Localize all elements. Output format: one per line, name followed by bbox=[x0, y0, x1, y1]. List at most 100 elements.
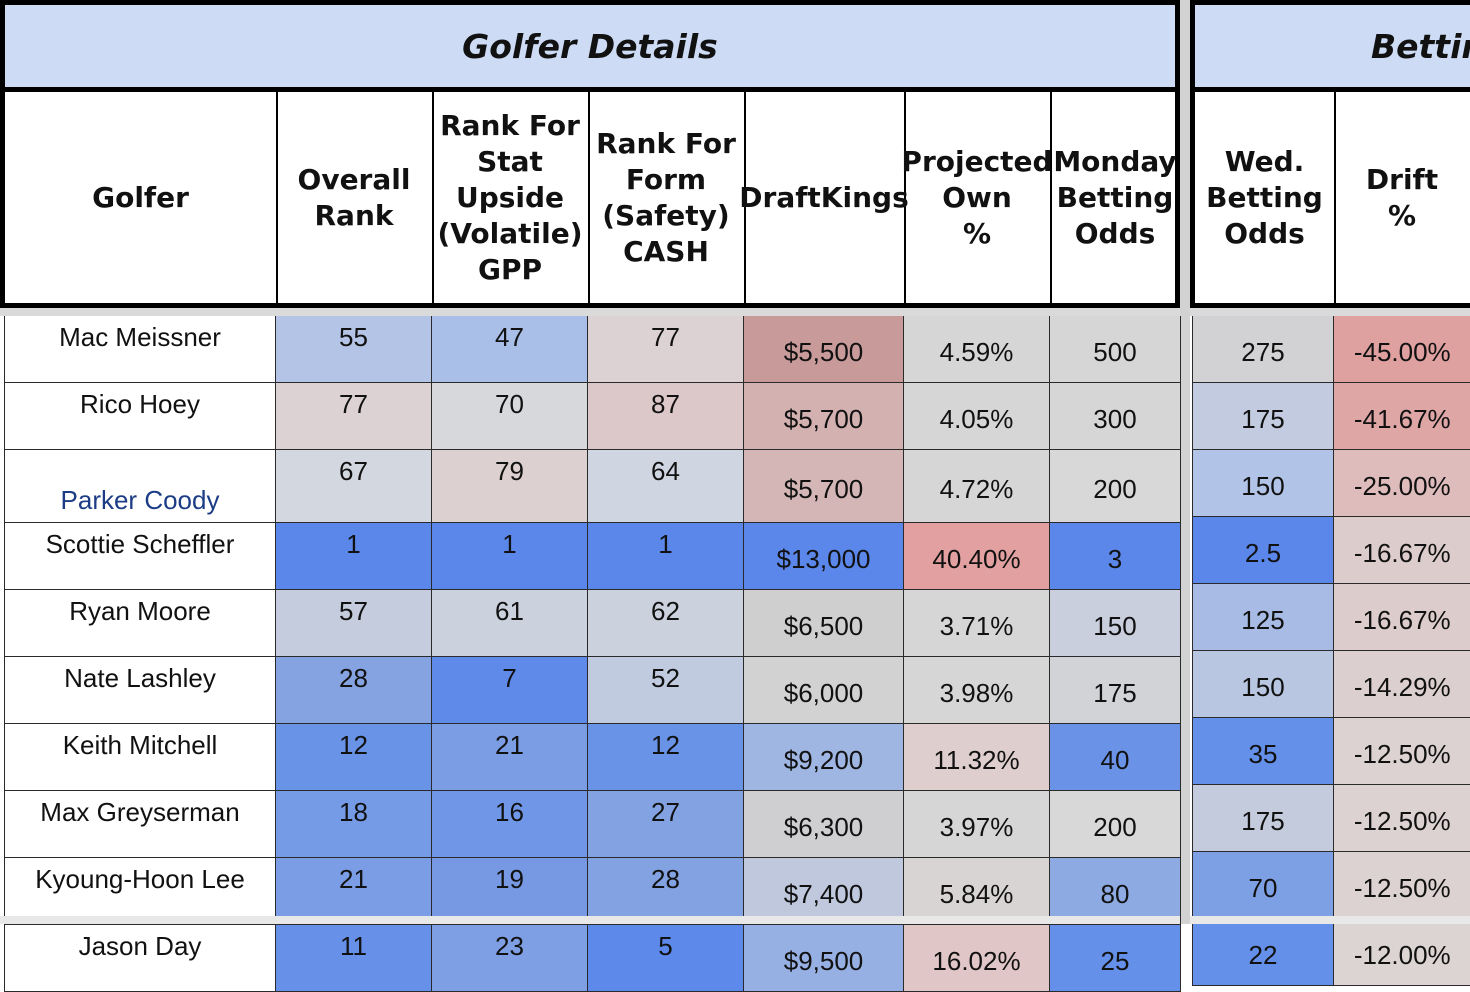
proj-own-cell[interactable]: 4.59% bbox=[904, 316, 1050, 383]
drift-cell[interactable]: -45.00% bbox=[1334, 316, 1470, 383]
golfer-name-cell[interactable]: Mac Meissner bbox=[5, 316, 276, 383]
draftkings-cell[interactable]: $6,000 bbox=[744, 657, 904, 724]
wed-odds-cell[interactable]: 150 bbox=[1193, 651, 1334, 718]
wed-odds-cell[interactable]: 35 bbox=[1193, 718, 1334, 785]
monday-odds-cell[interactable]: 80 bbox=[1050, 858, 1181, 925]
golfer-name-cell[interactable]: Parker Coody bbox=[5, 450, 276, 523]
golfer-name-cell[interactable]: Ryan Moore bbox=[5, 590, 276, 657]
column-header-drift[interactable]: Drift % bbox=[1334, 92, 1470, 303]
rank-stat-cell[interactable]: 16 bbox=[432, 791, 588, 858]
golfer-name-cell[interactable]: Rico Hoey bbox=[5, 383, 276, 450]
proj-own-cell[interactable]: 3.98% bbox=[904, 657, 1050, 724]
rank-stat-cell[interactable]: 47 bbox=[432, 316, 588, 383]
wed-odds-cell[interactable]: 275 bbox=[1193, 316, 1334, 383]
drift-cell[interactable]: -16.67% bbox=[1334, 584, 1470, 651]
draftkings-cell[interactable]: $9,500 bbox=[744, 925, 904, 992]
drift-cell[interactable]: -25.00% bbox=[1334, 450, 1470, 517]
drift-cell[interactable]: -12.50% bbox=[1334, 785, 1470, 852]
column-header-wed-odds[interactable]: Wed. Betting Odds bbox=[1195, 92, 1336, 303]
golfer-name-cell[interactable]: Kyoung-Hoon Lee bbox=[5, 858, 276, 925]
monday-odds-cell[interactable]: 175 bbox=[1050, 657, 1181, 724]
draftkings-cell[interactable]: $5,500 bbox=[744, 316, 904, 383]
drift-cell[interactable]: -12.00% bbox=[1334, 919, 1470, 986]
monday-odds-cell[interactable]: 200 bbox=[1050, 450, 1181, 523]
rank-form-cell[interactable]: 1 bbox=[588, 523, 744, 590]
draftkings-cell[interactable]: $13,000 bbox=[744, 523, 904, 590]
rank-form-cell[interactable]: 77 bbox=[588, 316, 744, 383]
overall-rank-cell[interactable]: 18 bbox=[276, 791, 432, 858]
rank-stat-cell[interactable]: 79 bbox=[432, 450, 588, 523]
rank-stat-cell[interactable]: 21 bbox=[432, 724, 588, 791]
golfer-name-cell[interactable]: Nate Lashley bbox=[5, 657, 276, 724]
golfer-name-cell[interactable]: Keith Mitchell bbox=[5, 724, 276, 791]
monday-odds-cell[interactable]: 25 bbox=[1050, 925, 1181, 992]
draftkings-cell[interactable]: $5,700 bbox=[744, 383, 904, 450]
proj-own-cell[interactable]: 5.84% bbox=[904, 858, 1050, 925]
proj-own-cell[interactable]: 16.02% bbox=[904, 925, 1050, 992]
draftkings-cell[interactable]: $6,300 bbox=[744, 791, 904, 858]
column-header-draftkings[interactable]: DraftKings bbox=[744, 92, 906, 303]
column-header-proj-own[interactable]: Projected Own % bbox=[904, 92, 1052, 303]
wed-odds-cell[interactable]: 175 bbox=[1193, 785, 1334, 852]
rank-form-cell[interactable]: 12 bbox=[588, 724, 744, 791]
drift-cell[interactable]: -41.67% bbox=[1334, 383, 1470, 450]
rank-stat-cell[interactable]: 23 bbox=[432, 925, 588, 992]
wed-odds-cell[interactable]: 22 bbox=[1193, 919, 1334, 986]
rank-form-cell[interactable]: 62 bbox=[588, 590, 744, 657]
drift-cell[interactable]: -16.67% bbox=[1334, 517, 1470, 584]
rank-form-cell[interactable]: 27 bbox=[588, 791, 744, 858]
overall-rank-cell[interactable]: 1 bbox=[276, 523, 432, 590]
overall-rank-cell[interactable]: 77 bbox=[276, 383, 432, 450]
column-header-overall-rank[interactable]: Overall Rank bbox=[276, 92, 434, 303]
rank-stat-cell[interactable]: 7 bbox=[432, 657, 588, 724]
rank-form-cell[interactable]: 5 bbox=[588, 925, 744, 992]
proj-own-cell[interactable]: 40.40% bbox=[904, 523, 1050, 590]
column-header-monday-odds[interactable]: Monday Betting Odds bbox=[1050, 92, 1180, 303]
rank-stat-cell[interactable]: 1 bbox=[432, 523, 588, 590]
proj-own-cell[interactable]: 11.32% bbox=[904, 724, 1050, 791]
monday-odds-cell[interactable]: 150 bbox=[1050, 590, 1181, 657]
rank-form-cell[interactable]: 87 bbox=[588, 383, 744, 450]
wed-odds-cell[interactable]: 150 bbox=[1193, 450, 1334, 517]
wed-odds-cell[interactable]: 2.5 bbox=[1193, 517, 1334, 584]
monday-odds-cell[interactable]: 40 bbox=[1050, 724, 1181, 791]
rank-stat-cell[interactable]: 61 bbox=[432, 590, 588, 657]
overall-rank-cell[interactable]: 28 bbox=[276, 657, 432, 724]
wed-odds-cell[interactable]: 125 bbox=[1193, 584, 1334, 651]
proj-own-cell[interactable]: 4.05% bbox=[904, 383, 1050, 450]
drift-cell[interactable]: -14.29% bbox=[1334, 651, 1470, 718]
monday-odds-cell[interactable]: 3 bbox=[1050, 523, 1181, 590]
golfer-name-cell[interactable]: Jason Day bbox=[5, 925, 276, 992]
rank-stat-cell[interactable]: 70 bbox=[432, 383, 588, 450]
overall-rank-cell[interactable]: 55 bbox=[276, 316, 432, 383]
proj-own-cell[interactable]: 4.72% bbox=[904, 450, 1050, 523]
drift-cell[interactable]: -12.50% bbox=[1334, 718, 1470, 785]
wed-odds-cell[interactable]: 70 bbox=[1193, 852, 1334, 919]
monday-odds-cell[interactable]: 500 bbox=[1050, 316, 1181, 383]
overall-rank-cell[interactable]: 12 bbox=[276, 724, 432, 791]
draftkings-cell[interactable]: $7,400 bbox=[744, 858, 904, 925]
rank-form-cell[interactable]: 28 bbox=[588, 858, 744, 925]
draftkings-cell[interactable]: $5,700 bbox=[744, 450, 904, 523]
column-header-rank-stat[interactable]: Rank For Stat Upside (Volatile) GPP bbox=[432, 92, 590, 303]
wed-odds-cell[interactable]: 175 bbox=[1193, 383, 1334, 450]
golfer-name-cell[interactable]: Scottie Scheffler bbox=[5, 523, 276, 590]
overall-rank-cell[interactable]: 21 bbox=[276, 858, 432, 925]
rank-form-cell[interactable]: 64 bbox=[588, 450, 744, 523]
proj-own-cell[interactable]: 3.97% bbox=[904, 791, 1050, 858]
overall-rank-cell[interactable]: 57 bbox=[276, 590, 432, 657]
rank-form-cell[interactable]: 52 bbox=[588, 657, 744, 724]
column-header-golfer[interactable]: Golfer bbox=[5, 92, 278, 303]
monday-odds-cell[interactable]: 300 bbox=[1050, 383, 1181, 450]
draftkings-cell[interactable]: $9,200 bbox=[744, 724, 904, 791]
proj-own-cell[interactable]: 3.71% bbox=[904, 590, 1050, 657]
rank-stat-cell[interactable]: 19 bbox=[432, 858, 588, 925]
overall-rank-cell[interactable]: 67 bbox=[276, 450, 432, 523]
column-header-rank-form[interactable]: Rank For Form (Safety) CASH bbox=[588, 92, 746, 303]
monday-odds-cell[interactable]: 200 bbox=[1050, 791, 1181, 858]
draftkings-cell[interactable]: $6,500 bbox=[744, 590, 904, 657]
drift-cell[interactable]: -12.50% bbox=[1334, 852, 1470, 919]
golfer-name-cell[interactable]: Max Greyserman bbox=[5, 791, 276, 858]
overall-rank-cell[interactable]: 11 bbox=[276, 925, 432, 992]
